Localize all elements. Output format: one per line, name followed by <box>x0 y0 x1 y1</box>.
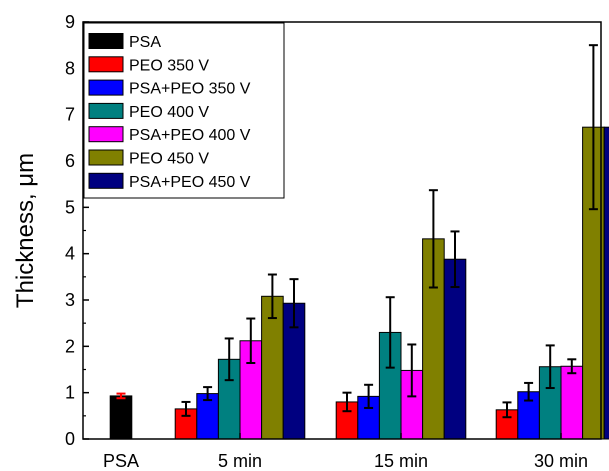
error-bar <box>545 344 555 390</box>
legend-swatch <box>88 33 124 49</box>
error-bars-layer <box>116 44 598 419</box>
error-bar <box>567 358 577 375</box>
x-tick-label: PSA <box>103 451 139 471</box>
y-axis-label: Thickness, μm <box>12 153 39 308</box>
y-tick-label: 1 <box>65 383 75 403</box>
error-bar <box>267 273 277 320</box>
y-tick-label: 5 <box>65 197 75 217</box>
legend-label: PSA+PEO 350 V <box>129 81 251 98</box>
error-bar <box>428 189 438 289</box>
legend-swatch <box>88 56 124 73</box>
legend-swatch <box>88 172 124 189</box>
error-bar <box>116 392 126 400</box>
legend-swatch <box>88 126 124 143</box>
error-bar <box>502 401 512 419</box>
x-tick-label: 30 min <box>534 451 588 471</box>
legend-label: PSA+PEO 450 V <box>129 174 251 191</box>
y-tick-label: 7 <box>65 105 75 125</box>
error-bar <box>385 296 395 369</box>
error-bar <box>246 317 256 365</box>
y-tick-label: 3 <box>65 290 75 310</box>
legend-swatch <box>88 102 124 119</box>
error-bar <box>224 337 234 382</box>
axis-ticks: 0 1 2 3 4 5 6 7 8 9 PSA 5 min 15 min 30 min <box>65 12 588 471</box>
bar <box>560 365 584 440</box>
x-tick-label: 5 min <box>218 451 262 471</box>
y-tick-label: 9 <box>65 12 75 32</box>
legend-item: PEO 350 V <box>88 56 209 74</box>
error-bar <box>342 391 352 413</box>
y-tick-label: 2 <box>65 336 75 356</box>
error-bar <box>407 343 417 398</box>
error-bar <box>450 230 460 289</box>
error-bar <box>364 383 374 409</box>
x-tick-label: 15 min <box>374 451 428 471</box>
legend: PSA PEO 350 V PSA+PEO 350 V PEO 400 V PSA+PE… <box>83 22 285 199</box>
y-tick-label: 0 <box>65 429 75 449</box>
error-bar <box>289 278 299 329</box>
legend-swatch <box>88 149 124 166</box>
legend-item: PSA+PEO 400 V <box>88 126 251 144</box>
error-bar <box>203 386 213 402</box>
bars-layer <box>109 126 609 440</box>
y-tick-label: 6 <box>65 151 75 171</box>
error-bar <box>524 381 534 402</box>
bar <box>109 395 133 440</box>
y-tick-label: 4 <box>65 244 75 264</box>
legend-item: PSA+PEO 450 V <box>88 172 251 191</box>
error-bar <box>181 400 191 417</box>
legend-label: PEO 400 V <box>129 104 209 121</box>
legend-swatch <box>88 79 124 96</box>
legend-item: PEO 450 V <box>88 149 209 168</box>
legend-label: PEO 450 V <box>129 151 209 168</box>
legend-item: PSA <box>88 33 161 51</box>
legend-label: PSA <box>129 34 161 51</box>
legend-label: PEO 350 V <box>129 57 209 74</box>
legend-label: PSA+PEO 400 V <box>129 127 251 144</box>
error-bar <box>588 44 598 211</box>
legend-item: PSA+PEO 350 V <box>88 79 251 98</box>
y-tick-label: 8 <box>65 58 75 78</box>
legend-item: PEO 400 V <box>88 102 209 121</box>
bar <box>603 126 609 440</box>
